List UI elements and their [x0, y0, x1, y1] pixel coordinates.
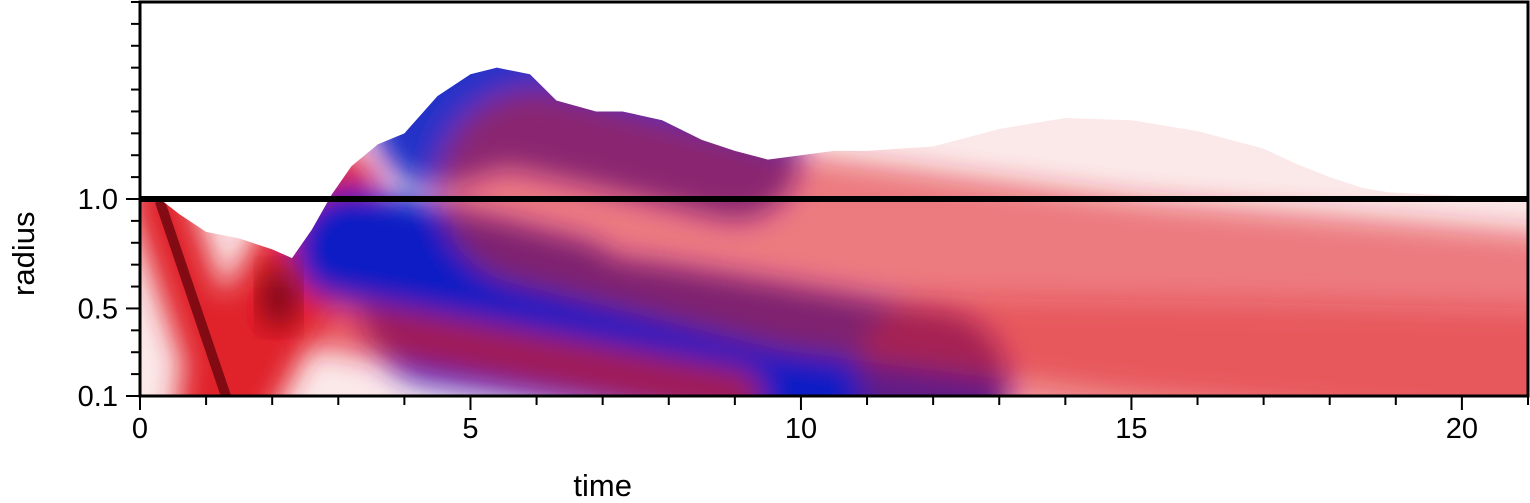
heatmap-bands — [140, 67, 1528, 396]
x-tick-label: 5 — [462, 413, 478, 445]
x-axis-title: time — [573, 468, 632, 503]
heatmap-band-red-5 — [244, 285, 763, 396]
x-tick-label: 15 — [1115, 413, 1147, 445]
heatmap-peak-core — [155, 199, 231, 396]
heatmap-band-blue-4 — [360, 231, 1010, 396]
x-tick-label: 20 — [1446, 413, 1478, 445]
heatmap-peak-spot — [260, 267, 297, 328]
y-tick-label: 0.5 — [78, 293, 118, 325]
plot-area — [140, 2, 1528, 396]
y-tick-label: 0.1 — [78, 381, 118, 413]
heatmap-band-red-8 — [856, 297, 1528, 396]
y-tick-label: 1.0 — [78, 184, 118, 216]
y-axis-title: radius — [6, 212, 41, 296]
x-tick-label: 0 — [132, 413, 148, 445]
x-tick-label: 10 — [785, 413, 817, 445]
y-axis: 0.1 0.5 1.0 — [78, 0, 140, 413]
x-axis: 0 5 10 15 20 — [132, 396, 1529, 445]
